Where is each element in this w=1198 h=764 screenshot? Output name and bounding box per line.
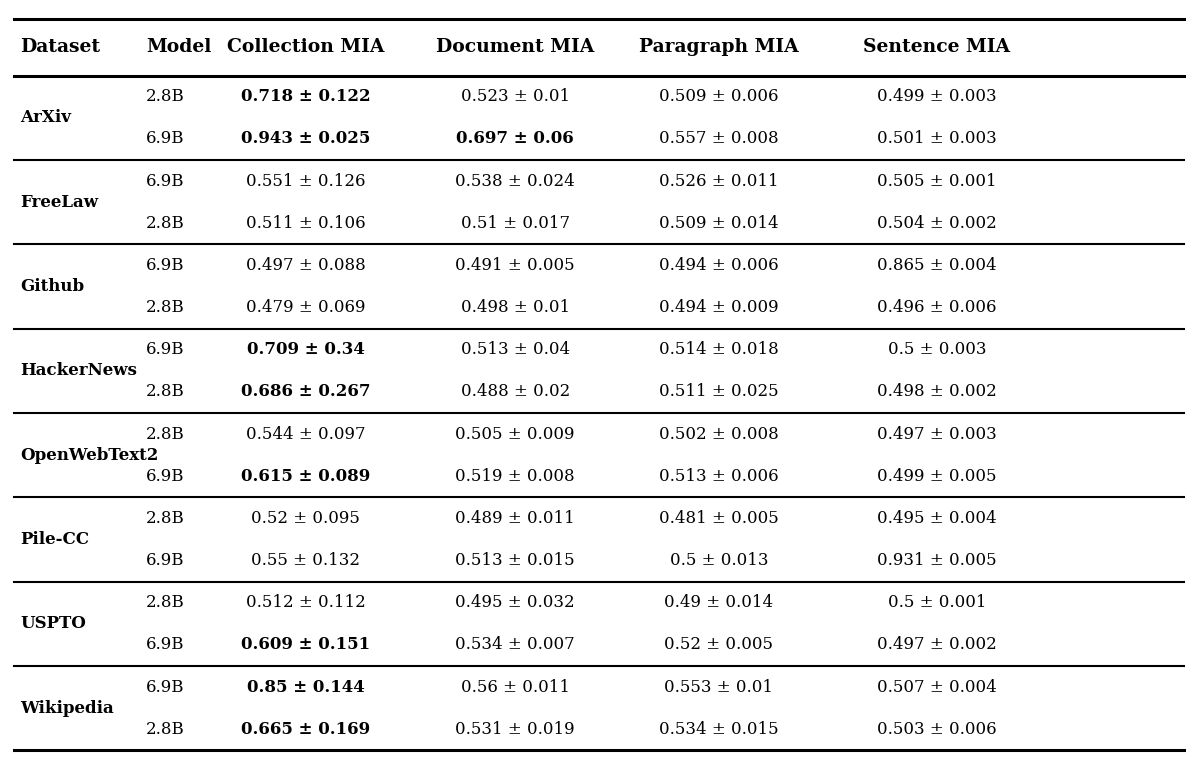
- Text: 0.495 ± 0.032: 0.495 ± 0.032: [455, 594, 575, 611]
- Text: 2.8B: 2.8B: [146, 510, 184, 527]
- Text: Document MIA: Document MIA: [436, 38, 594, 57]
- Text: Paragraph MIA: Paragraph MIA: [639, 38, 799, 57]
- Text: 0.5 ± 0.003: 0.5 ± 0.003: [888, 342, 986, 358]
- Text: 6.9B: 6.9B: [146, 468, 184, 484]
- Text: 0.519 ± 0.008: 0.519 ± 0.008: [455, 468, 575, 484]
- Text: 0.553 ± 0.01: 0.553 ± 0.01: [665, 678, 773, 695]
- Text: 6.9B: 6.9B: [146, 257, 184, 274]
- Text: 0.499 ± 0.003: 0.499 ± 0.003: [877, 88, 997, 105]
- Text: 0.507 ± 0.004: 0.507 ± 0.004: [877, 678, 997, 695]
- Text: 0.511 ± 0.106: 0.511 ± 0.106: [246, 215, 365, 231]
- Text: 0.498 ± 0.002: 0.498 ± 0.002: [877, 384, 997, 400]
- Text: ArXiv: ArXiv: [20, 109, 72, 126]
- Text: 0.501 ± 0.003: 0.501 ± 0.003: [877, 131, 997, 147]
- Text: Model: Model: [146, 38, 212, 57]
- Text: 0.491 ± 0.005: 0.491 ± 0.005: [455, 257, 575, 274]
- Text: 0.49 ± 0.014: 0.49 ± 0.014: [664, 594, 774, 611]
- Text: 0.534 ± 0.015: 0.534 ± 0.015: [659, 720, 779, 738]
- Text: 0.697 ± 0.06: 0.697 ± 0.06: [456, 131, 574, 147]
- Text: 6.9B: 6.9B: [146, 636, 184, 653]
- Text: 0.513 ± 0.006: 0.513 ± 0.006: [659, 468, 779, 484]
- Text: 0.718 ± 0.122: 0.718 ± 0.122: [241, 88, 370, 105]
- Text: 0.489 ± 0.011: 0.489 ± 0.011: [455, 510, 575, 527]
- Text: 0.557 ± 0.008: 0.557 ± 0.008: [659, 131, 779, 147]
- Text: 0.503 ± 0.006: 0.503 ± 0.006: [877, 720, 997, 738]
- Text: 0.481 ± 0.005: 0.481 ± 0.005: [659, 510, 779, 527]
- Text: 0.505 ± 0.001: 0.505 ± 0.001: [877, 173, 997, 189]
- Text: 0.56 ± 0.011: 0.56 ± 0.011: [461, 678, 569, 695]
- Text: 0.526 ± 0.011: 0.526 ± 0.011: [659, 173, 779, 189]
- Text: 2.8B: 2.8B: [146, 720, 184, 738]
- Text: 2.8B: 2.8B: [146, 88, 184, 105]
- Text: 0.494 ± 0.006: 0.494 ± 0.006: [659, 257, 779, 274]
- Text: 2.8B: 2.8B: [146, 594, 184, 611]
- Text: 0.85 ± 0.144: 0.85 ± 0.144: [247, 678, 364, 695]
- Text: 0.495 ± 0.004: 0.495 ± 0.004: [877, 510, 997, 527]
- Text: 0.531 ± 0.019: 0.531 ± 0.019: [455, 720, 575, 738]
- Text: 0.534 ± 0.007: 0.534 ± 0.007: [455, 636, 575, 653]
- Text: 0.514 ± 0.018: 0.514 ± 0.018: [659, 342, 779, 358]
- Text: USPTO: USPTO: [20, 615, 86, 633]
- Text: 0.931 ± 0.005: 0.931 ± 0.005: [877, 552, 997, 569]
- Text: 0.615 ± 0.089: 0.615 ± 0.089: [241, 468, 370, 484]
- Text: 0.665 ± 0.169: 0.665 ± 0.169: [241, 720, 370, 738]
- Text: 2.8B: 2.8B: [146, 215, 184, 231]
- Text: 0.499 ± 0.005: 0.499 ± 0.005: [877, 468, 997, 484]
- Text: 2.8B: 2.8B: [146, 299, 184, 316]
- Text: 0.865 ± 0.004: 0.865 ± 0.004: [877, 257, 997, 274]
- Text: 0.686 ± 0.267: 0.686 ± 0.267: [241, 384, 370, 400]
- Text: Github: Github: [20, 278, 85, 295]
- Text: 0.509 ± 0.006: 0.509 ± 0.006: [659, 88, 779, 105]
- Text: 0.509 ± 0.014: 0.509 ± 0.014: [659, 215, 779, 231]
- Text: OpenWebText2: OpenWebText2: [20, 447, 159, 464]
- Text: 0.513 ± 0.015: 0.513 ± 0.015: [455, 552, 575, 569]
- Text: 0.505 ± 0.009: 0.505 ± 0.009: [455, 426, 575, 442]
- Text: 0.488 ± 0.02: 0.488 ± 0.02: [460, 384, 570, 400]
- Text: 0.943 ± 0.025: 0.943 ± 0.025: [241, 131, 370, 147]
- Text: 0.497 ± 0.002: 0.497 ± 0.002: [877, 636, 997, 653]
- Text: 0.497 ± 0.088: 0.497 ± 0.088: [246, 257, 365, 274]
- Text: 0.512 ± 0.112: 0.512 ± 0.112: [246, 594, 365, 611]
- Text: 6.9B: 6.9B: [146, 678, 184, 695]
- Text: 0.513 ± 0.04: 0.513 ± 0.04: [460, 342, 570, 358]
- Text: 0.609 ± 0.151: 0.609 ± 0.151: [241, 636, 370, 653]
- Text: Pile-CC: Pile-CC: [20, 531, 90, 548]
- Text: 0.497 ± 0.003: 0.497 ± 0.003: [877, 426, 997, 442]
- Text: 0.523 ± 0.01: 0.523 ± 0.01: [460, 88, 570, 105]
- Text: Wikipedia: Wikipedia: [20, 700, 114, 717]
- Text: 6.9B: 6.9B: [146, 173, 184, 189]
- Text: 0.502 ± 0.008: 0.502 ± 0.008: [659, 426, 779, 442]
- Text: 0.52 ± 0.095: 0.52 ± 0.095: [252, 510, 359, 527]
- Text: 0.51 ± 0.017: 0.51 ± 0.017: [460, 215, 570, 231]
- Text: 0.5 ± 0.001: 0.5 ± 0.001: [888, 594, 986, 611]
- Text: 0.511 ± 0.025: 0.511 ± 0.025: [659, 384, 779, 400]
- Text: 6.9B: 6.9B: [146, 342, 184, 358]
- Text: 0.5 ± 0.013: 0.5 ± 0.013: [670, 552, 768, 569]
- Text: 0.551 ± 0.126: 0.551 ± 0.126: [246, 173, 365, 189]
- Text: 0.494 ± 0.009: 0.494 ± 0.009: [659, 299, 779, 316]
- Text: 6.9B: 6.9B: [146, 131, 184, 147]
- Text: 0.498 ± 0.01: 0.498 ± 0.01: [460, 299, 570, 316]
- Text: 0.504 ± 0.002: 0.504 ± 0.002: [877, 215, 997, 231]
- Text: 6.9B: 6.9B: [146, 552, 184, 569]
- Text: 0.496 ± 0.006: 0.496 ± 0.006: [877, 299, 997, 316]
- Text: 2.8B: 2.8B: [146, 384, 184, 400]
- Text: Sentence MIA: Sentence MIA: [864, 38, 1010, 57]
- Text: FreeLaw: FreeLaw: [20, 193, 98, 211]
- Text: 0.52 ± 0.005: 0.52 ± 0.005: [665, 636, 773, 653]
- Text: 0.538 ± 0.024: 0.538 ± 0.024: [455, 173, 575, 189]
- Text: 0.709 ± 0.34: 0.709 ± 0.34: [247, 342, 364, 358]
- Text: HackerNews: HackerNews: [20, 362, 138, 379]
- Text: 2.8B: 2.8B: [146, 426, 184, 442]
- Text: 0.55 ± 0.132: 0.55 ± 0.132: [252, 552, 359, 569]
- Text: Collection MIA: Collection MIA: [226, 38, 385, 57]
- Text: 0.479 ± 0.069: 0.479 ± 0.069: [246, 299, 365, 316]
- Text: Dataset: Dataset: [20, 38, 101, 57]
- Text: 0.544 ± 0.097: 0.544 ± 0.097: [246, 426, 365, 442]
